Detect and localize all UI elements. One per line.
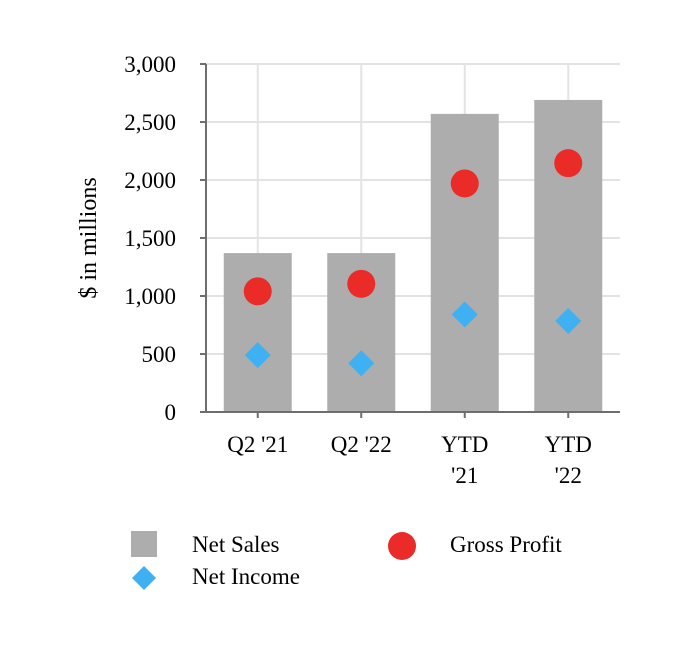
legend-marker-gross-profit: [388, 532, 416, 560]
y-tick-label-0: 0: [165, 400, 177, 425]
point-net-income-2: [451, 301, 478, 328]
point-net-income-0: [244, 342, 271, 369]
legend-label-net-income: Net Income: [192, 564, 300, 589]
x-tick-label-line: Q2 '22: [331, 432, 392, 457]
point-net-income-1: [348, 350, 375, 377]
bar-net-sales-3: [534, 99, 603, 413]
legend-marker-net-income: [132, 566, 156, 590]
x-tick-label-2: YTD '21: [441, 432, 488, 488]
point-gross-profit-2: [450, 169, 479, 198]
x-tick-label-line: YTD: [545, 432, 592, 457]
legend-marker-net-sales: [131, 531, 157, 557]
x-tick-label-0: Q2 '21: [227, 432, 288, 457]
legend-label-net-sales: Net Sales: [192, 532, 280, 557]
label-layer: 0 500 1,000 1,500 2,000 2,500 3,000 Q2 '21 Q2 '2…: [124, 52, 592, 488]
axis-layer: [200, 63, 620, 418]
y-tick-label-2: 1,000: [124, 284, 176, 309]
y-tick-label-4: 2,000: [124, 168, 176, 193]
x-tick-label-3: YTD '22: [545, 432, 592, 488]
y-tick-label-6: 3,000: [124, 52, 176, 77]
x-tick-label-1: Q2 '22: [331, 432, 392, 457]
bar-layer: [223, 99, 603, 413]
y-tick-label-5: 2,500: [124, 110, 176, 135]
y-tick-label-1: 500: [142, 342, 177, 367]
legend-label-gross-profit: Gross Profit: [450, 532, 562, 557]
x-tick-label-line: Q2 '21: [227, 432, 288, 457]
bar-net-sales-0: [223, 253, 292, 412]
x-tick-label-line: YTD: [441, 432, 488, 457]
x-tick-label-line: '22: [555, 463, 582, 488]
y-tick-label-3: 1,500: [124, 226, 176, 251]
marker-layer: [243, 149, 583, 377]
y-axis-title: $ in millions: [76, 177, 102, 298]
point-gross-profit-0: [243, 277, 272, 306]
point-net-income-3: [555, 307, 582, 334]
point-gross-profit-1: [347, 269, 376, 298]
bar-net-sales-2: [430, 113, 499, 412]
point-gross-profit-3: [554, 149, 583, 178]
x-tick-label-line: '21: [451, 463, 478, 488]
legend: Net Sales Gross Profit Net Income: [131, 531, 562, 590]
